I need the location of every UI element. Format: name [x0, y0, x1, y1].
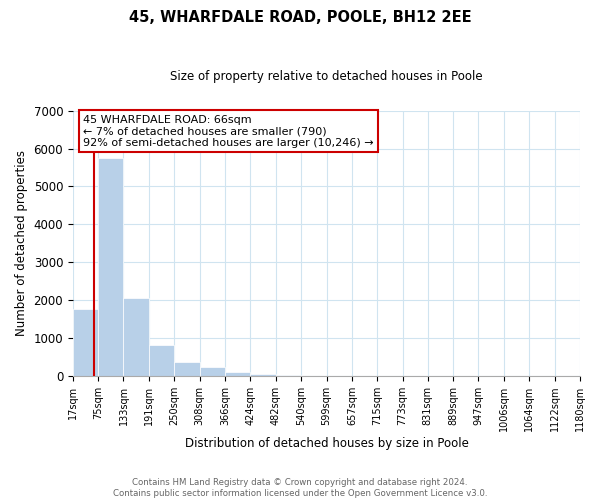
Text: Contains HM Land Registry data © Crown copyright and database right 2024.
Contai: Contains HM Land Registry data © Crown c… — [113, 478, 487, 498]
Bar — [275, 375, 301, 376]
Bar — [250, 374, 275, 376]
Bar — [73, 308, 98, 376]
Bar — [124, 298, 149, 376]
Title: Size of property relative to detached houses in Poole: Size of property relative to detached ho… — [170, 70, 483, 83]
Bar — [225, 372, 250, 376]
Bar — [98, 158, 124, 376]
Y-axis label: Number of detached properties: Number of detached properties — [15, 150, 28, 336]
Text: 45 WHARFDALE ROAD: 66sqm
← 7% of detached houses are smaller (790)
92% of semi-d: 45 WHARFDALE ROAD: 66sqm ← 7% of detache… — [83, 114, 374, 148]
Bar — [175, 362, 200, 376]
Text: 45, WHARFDALE ROAD, POOLE, BH12 2EE: 45, WHARFDALE ROAD, POOLE, BH12 2EE — [128, 10, 472, 25]
Bar — [200, 368, 225, 376]
X-axis label: Distribution of detached houses by size in Poole: Distribution of detached houses by size … — [185, 437, 469, 450]
Bar — [149, 344, 175, 376]
